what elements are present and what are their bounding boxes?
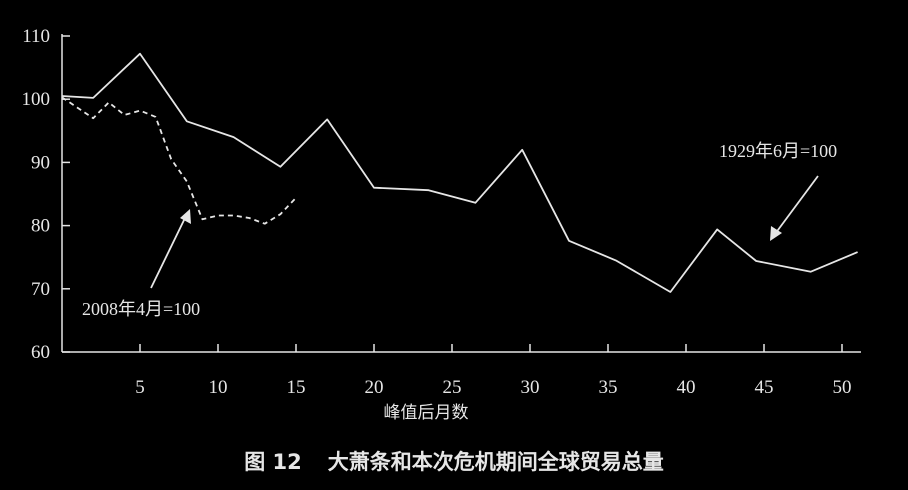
x-tick-label: 25 bbox=[443, 377, 462, 398]
figure-caption: 图 12 大萧条和本次危机期间全球贸易总量 bbox=[0, 446, 908, 476]
x-tick-label: 15 bbox=[287, 377, 306, 398]
y-tick-label: 70 bbox=[31, 279, 50, 300]
x-tick-label: 20 bbox=[365, 377, 384, 398]
figure-title: 大萧条和本次危机期间全球贸易总量 bbox=[327, 450, 664, 474]
x-tick-label: 10 bbox=[209, 377, 228, 398]
annotation-2008-arrowhead bbox=[180, 209, 191, 224]
annotation-1929-arrowhead bbox=[770, 226, 782, 241]
annotation-1929-text: 1929年6月=100 bbox=[719, 141, 837, 161]
x-axis-label: 峰值后月数 bbox=[384, 403, 469, 423]
y-tick-label: 80 bbox=[31, 216, 50, 237]
x-tick-label: 45 bbox=[755, 377, 774, 398]
y-tick-label: 110 bbox=[22, 26, 50, 47]
x-tick-label: 35 bbox=[599, 377, 618, 398]
x-tick-label: 5 bbox=[135, 377, 145, 398]
y-tick-label: 90 bbox=[31, 152, 50, 173]
annotation-1929-arrow bbox=[774, 175, 819, 235]
annotation-2008-text: 2008年4月=100 bbox=[82, 299, 200, 319]
series-group bbox=[61, 52, 858, 293]
y-ticks: 60 70 80 90 100 110 bbox=[22, 26, 70, 363]
x-ticks: 5 10 15 20 25 30 35 40 45 50 bbox=[135, 344, 852, 398]
annotation-2008: 2008年4月=100 bbox=[82, 209, 200, 319]
annotation-1929: 1929年6月=100 bbox=[719, 141, 837, 241]
axes bbox=[61, 34, 861, 353]
annotation-2008-arrow bbox=[150, 215, 187, 289]
y-tick-label: 100 bbox=[22, 89, 51, 110]
series-line-2008 bbox=[61, 96, 297, 225]
y-tick-label: 60 bbox=[31, 342, 50, 363]
figure-number: 图 12 bbox=[244, 450, 302, 474]
line-chart: 60 70 80 90 100 110 5 10 15 20 25 30 35 40 45 50 峰值后月数… bbox=[22, 26, 861, 423]
x-tick-label: 40 bbox=[677, 377, 696, 398]
series-line-1929 bbox=[61, 52, 858, 293]
x-tick-label: 30 bbox=[521, 377, 540, 398]
x-tick-label: 50 bbox=[833, 377, 852, 398]
